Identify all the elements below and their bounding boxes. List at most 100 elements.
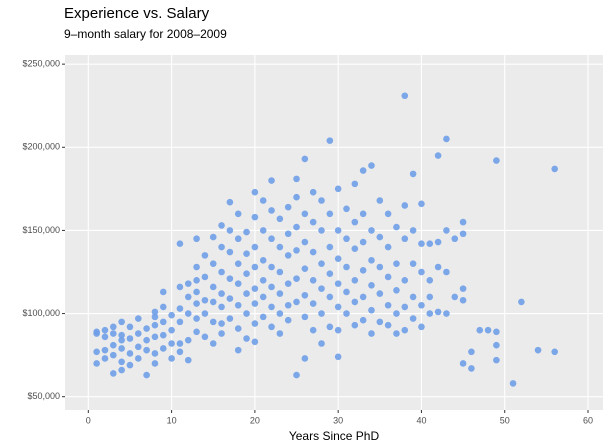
point xyxy=(384,321,392,329)
point xyxy=(484,326,492,334)
point xyxy=(276,268,284,276)
point xyxy=(301,355,309,362)
point xyxy=(401,92,409,100)
point xyxy=(534,346,542,354)
point xyxy=(426,240,434,248)
point xyxy=(434,238,442,246)
point xyxy=(301,155,309,163)
point xyxy=(126,361,134,369)
point xyxy=(151,350,159,357)
point xyxy=(293,371,300,379)
point xyxy=(226,275,234,282)
point xyxy=(243,270,250,277)
point xyxy=(326,293,334,301)
point xyxy=(376,290,384,297)
point xyxy=(134,355,142,362)
point xyxy=(243,310,250,317)
point xyxy=(293,193,300,201)
point xyxy=(393,286,400,294)
point xyxy=(284,301,292,309)
point xyxy=(201,310,209,317)
point xyxy=(193,315,200,322)
point xyxy=(209,260,217,267)
point xyxy=(193,277,200,284)
point xyxy=(184,356,192,364)
point xyxy=(218,222,225,229)
point xyxy=(251,263,259,271)
point xyxy=(159,288,167,296)
point xyxy=(418,268,425,276)
point xyxy=(359,238,367,246)
point xyxy=(418,200,425,208)
point xyxy=(226,198,234,206)
point xyxy=(243,228,250,236)
point xyxy=(409,260,417,267)
point xyxy=(176,340,184,347)
point xyxy=(343,263,350,271)
point xyxy=(343,288,350,296)
point xyxy=(343,235,350,243)
point xyxy=(334,185,342,193)
point xyxy=(426,277,434,284)
point xyxy=(326,243,334,251)
point xyxy=(284,316,292,324)
y-tick-label: $250,000 xyxy=(22,59,60,69)
point xyxy=(451,293,459,301)
point xyxy=(168,326,175,334)
point xyxy=(401,202,409,209)
point xyxy=(176,318,184,326)
point xyxy=(334,255,342,262)
point xyxy=(459,218,467,226)
point xyxy=(293,275,300,282)
point xyxy=(226,227,234,234)
point xyxy=(418,240,425,248)
point xyxy=(393,330,400,337)
point xyxy=(110,323,117,331)
point xyxy=(401,326,409,334)
point xyxy=(376,318,384,326)
point xyxy=(293,298,300,306)
point xyxy=(376,263,384,271)
point xyxy=(259,293,267,301)
point xyxy=(268,283,275,291)
point xyxy=(326,270,334,277)
point xyxy=(268,303,275,311)
point xyxy=(176,240,184,248)
point xyxy=(118,345,125,352)
point xyxy=(409,315,417,322)
point xyxy=(218,330,225,337)
point xyxy=(351,218,359,226)
point xyxy=(426,293,434,301)
point xyxy=(359,316,367,324)
point xyxy=(201,333,209,341)
point xyxy=(443,227,450,234)
point xyxy=(243,250,250,258)
point xyxy=(376,233,384,241)
point xyxy=(301,210,309,218)
point xyxy=(443,268,450,276)
point xyxy=(218,268,225,276)
point xyxy=(126,335,134,342)
point xyxy=(359,267,367,274)
point xyxy=(434,308,442,316)
point xyxy=(118,336,125,344)
point xyxy=(268,323,275,331)
point xyxy=(451,235,459,243)
point xyxy=(101,346,109,354)
point xyxy=(276,330,284,337)
y-tick-label: $50,000 xyxy=(27,391,60,401)
point xyxy=(351,298,359,306)
point xyxy=(234,235,242,243)
point xyxy=(201,273,209,281)
point xyxy=(359,167,367,174)
point xyxy=(284,280,292,287)
point xyxy=(110,370,117,377)
point xyxy=(209,318,217,326)
point xyxy=(184,310,192,317)
point xyxy=(234,301,242,309)
point xyxy=(259,313,267,321)
point xyxy=(201,296,209,304)
point xyxy=(476,326,484,334)
point xyxy=(93,328,100,336)
point xyxy=(268,263,275,271)
